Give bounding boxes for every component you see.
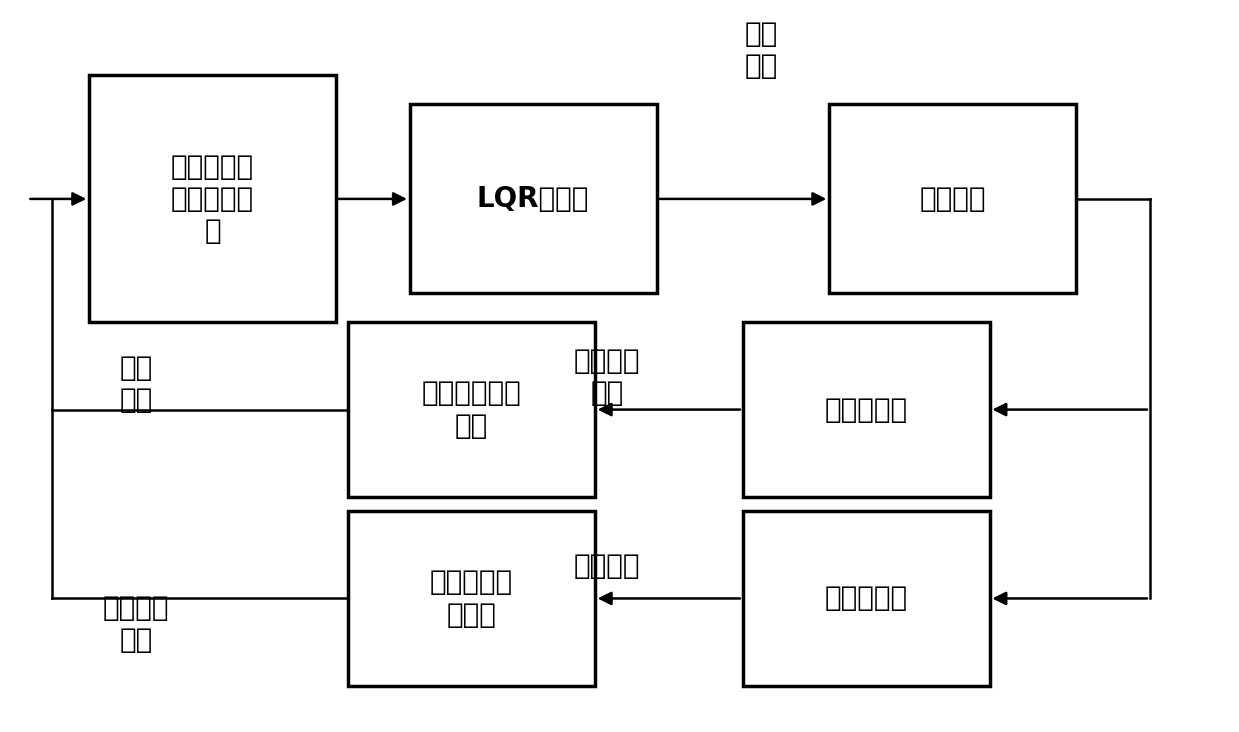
Text: 系统动力学
与运动学方
程: 系统动力学 与运动学方 程 <box>171 152 254 245</box>
Bar <box>348 511 595 686</box>
Text: 太阳光压力
矩模型: 太阳光压力 矩模型 <box>430 568 513 629</box>
Text: 飞轮
力矩: 飞轮 力矩 <box>119 354 152 414</box>
Text: 飞轮操纵律: 飞轮操纵律 <box>825 395 908 424</box>
Text: 飞轮角加
速度: 飞轮角加 速度 <box>574 347 641 407</box>
Text: 力矩分配: 力矩分配 <box>919 185 986 213</box>
Text: 帆板操纵律: 帆板操纵律 <box>825 584 908 613</box>
Text: LQR控制器: LQR控制器 <box>477 185 590 213</box>
Bar <box>743 511 990 686</box>
Bar <box>89 75 336 322</box>
Text: 执行机构（飞
轮）: 执行机构（飞 轮） <box>421 379 522 440</box>
Bar <box>348 322 595 497</box>
Text: 帆板转角: 帆板转角 <box>574 552 641 580</box>
Text: 期望
力矩: 期望 力矩 <box>745 20 778 81</box>
Text: 太阳光压
力矩: 太阳光压 力矩 <box>103 594 170 654</box>
Bar <box>743 322 990 497</box>
Bar <box>829 105 1075 294</box>
Bar <box>410 105 657 294</box>
